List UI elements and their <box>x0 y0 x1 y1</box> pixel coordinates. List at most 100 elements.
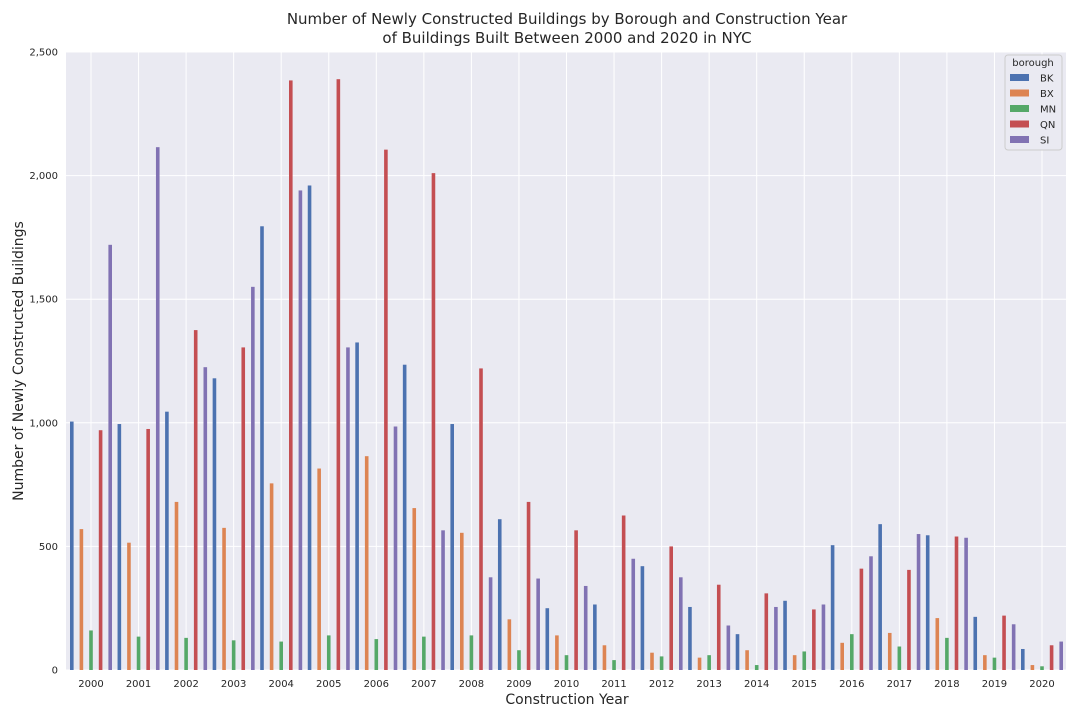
bar-mn-2015 <box>802 651 807 670</box>
bar-mn-2004 <box>279 641 283 670</box>
bar-bx-2009 <box>507 619 512 670</box>
y-tick-label: 0 <box>52 666 58 677</box>
y-tick-label: 1,500 <box>29 295 58 306</box>
bar-qn-2010 <box>574 530 578 670</box>
bar-mn-2008 <box>469 635 474 670</box>
bar-mn-2014 <box>754 665 759 670</box>
bar-bk-2003 <box>212 378 217 670</box>
bar-qn-2017 <box>907 569 911 670</box>
bar-bx-2002 <box>174 501 179 670</box>
legend-title: borough <box>1012 58 1054 69</box>
bar-qn-2009 <box>526 501 531 670</box>
chart-title-line-1: Number of Newly Constructed Buildings by… <box>287 10 848 28</box>
legend-label-mn: MN <box>1040 105 1056 116</box>
chart-title-line-2: of Buildings Built Between 2000 and 2020… <box>382 29 751 47</box>
grid-layer <box>66 51 1066 671</box>
y-axis-label: Number of Newly Constructed Buildings <box>11 221 27 501</box>
bar-si-2011 <box>631 558 636 670</box>
bar-mn-2001 <box>136 636 141 670</box>
series-bx <box>79 456 1035 670</box>
bar-si-2019 <box>1011 624 1016 670</box>
x-tick-label: 2004 <box>268 679 293 690</box>
bar-bk-2006 <box>355 342 359 670</box>
bar-bx-2012 <box>650 652 654 670</box>
bar-bk-2020 <box>1021 648 1025 670</box>
bar-si-2007 <box>441 530 445 670</box>
legend-label-si: SI <box>1040 136 1049 147</box>
x-tick-label: 2011 <box>601 679 626 690</box>
bar-bx-2000 <box>79 529 84 670</box>
series-mn <box>89 630 1044 670</box>
bar-si-2018 <box>964 537 968 670</box>
bar-si-2001 <box>155 147 160 670</box>
bar-mn-2016 <box>850 634 854 670</box>
bar-bx-2018 <box>935 618 940 670</box>
bar-qn-2012 <box>669 546 673 670</box>
x-tick-label: 2017 <box>887 679 912 690</box>
y-tick-label: 2,000 <box>29 171 58 182</box>
bar-si-2012 <box>679 577 683 670</box>
bar-qn-2015 <box>812 609 816 670</box>
bar-bx-2015 <box>792 655 797 670</box>
bar-bk-2012 <box>640 566 645 670</box>
bar-bk-2000 <box>70 421 74 670</box>
legend-label-bk: BK <box>1040 74 1054 85</box>
legend-swatch-mn <box>1010 105 1029 112</box>
legend-swatch-bk <box>1010 74 1029 81</box>
series-qn <box>98 79 1054 671</box>
x-tick-label: 2005 <box>316 679 341 690</box>
bar-bk-2001 <box>117 424 122 670</box>
bar-bx-2016 <box>840 642 844 670</box>
bar-qn-2008 <box>479 368 483 670</box>
bar-bk-2002 <box>165 411 169 670</box>
bar-bx-2008 <box>460 532 464 670</box>
x-tick-label: 2002 <box>173 679 198 690</box>
bar-bk-2004 <box>260 226 264 670</box>
bar-mn-2018 <box>945 637 949 670</box>
bar-bx-2005 <box>317 468 321 670</box>
bar-si-2000 <box>108 244 112 671</box>
bar-si-2006 <box>393 426 398 670</box>
bar-qn-2003 <box>241 347 246 670</box>
x-tick-label: 2003 <box>221 679 246 690</box>
bar-qn-2016 <box>859 568 864 670</box>
bar-bk-2015 <box>783 600 787 670</box>
bar-si-2020 <box>1059 641 1063 670</box>
x-tick-label: 2016 <box>839 679 864 690</box>
bar-bx-2003 <box>222 527 226 670</box>
bar-bx-2001 <box>127 542 131 670</box>
bar-mn-2000 <box>89 630 93 670</box>
x-tick-label: 2010 <box>554 679 579 690</box>
bar-qn-2007 <box>431 173 436 671</box>
bar-mn-2019 <box>992 657 997 670</box>
x-tick-label: 2000 <box>78 679 103 690</box>
bar-mn-2010 <box>564 655 569 670</box>
x-tick-label: 2015 <box>792 679 817 690</box>
series-bk <box>70 185 1025 670</box>
bar-mn-2006 <box>374 639 379 670</box>
bar-mn-2002 <box>184 637 188 670</box>
bar-bk-2007 <box>402 364 407 670</box>
bar-qn-2019 <box>1002 615 1006 670</box>
bar-si-2015 <box>821 604 826 670</box>
y-tick-label: 1,000 <box>29 418 58 429</box>
bar-bk-2013 <box>688 606 692 670</box>
bar-bx-2014 <box>745 650 749 670</box>
bar-bx-2017 <box>887 632 892 670</box>
legend-label-bx: BX <box>1040 89 1054 100</box>
bar-qn-2018 <box>954 536 959 670</box>
bar-qn-2020 <box>1049 645 1054 670</box>
x-tick-label: 2018 <box>934 679 959 690</box>
bar-bx-2020 <box>1030 665 1035 670</box>
bar-bx-2010 <box>555 635 559 670</box>
bar-mn-2020 <box>1040 666 1044 670</box>
bar-qn-2011 <box>621 515 626 670</box>
bar-si-2010 <box>583 585 588 670</box>
bar-qn-2002 <box>193 330 198 670</box>
bar-si-2013 <box>726 625 731 670</box>
bar-si-2004 <box>298 190 303 670</box>
bar-bk-2005 <box>307 185 312 670</box>
bar-mn-2009 <box>517 650 521 670</box>
